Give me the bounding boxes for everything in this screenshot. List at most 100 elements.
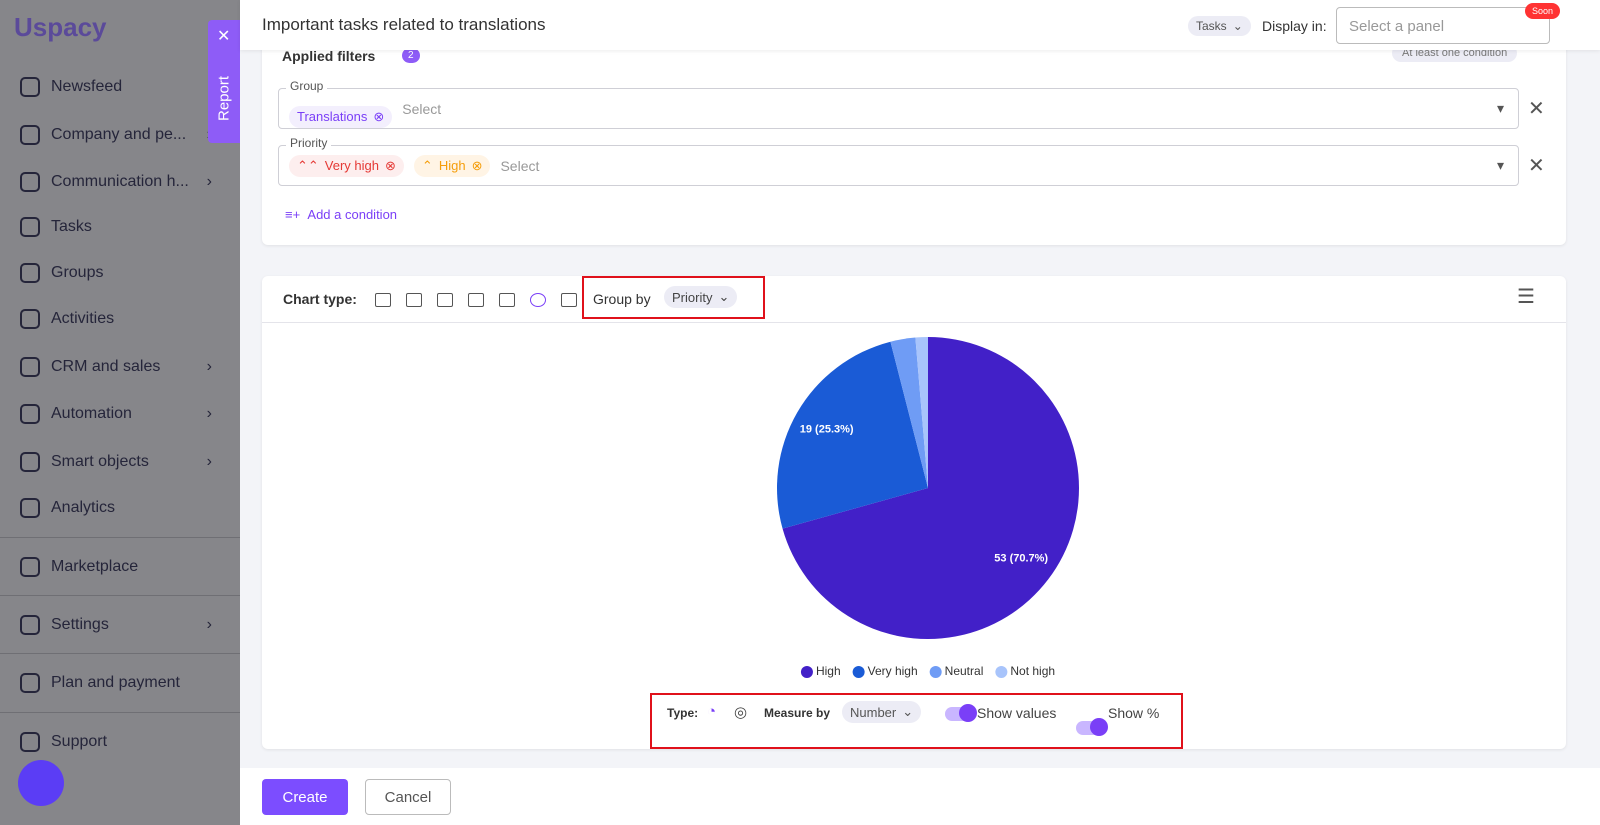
group-field[interactable]: Translations ⊗ Select ▾ [278, 88, 1519, 129]
header: Important tasks related to translations … [240, 0, 1600, 50]
pie-slice [915, 337, 928, 488]
nav-item[interactable]: Analytics [20, 493, 220, 523]
nav-item[interactable]: Plan and payment [20, 668, 220, 698]
nav-label[interactable]: Newsfeed [51, 78, 123, 95]
legend: High Very high Neutral Not high [800, 664, 1055, 678]
group-by-label: Group by [593, 291, 651, 307]
logo-text: spacy [32, 12, 107, 42]
chip[interactable]: ⌃ High ⊗ [413, 154, 491, 177]
pie-slice [890, 337, 928, 488]
chart-type-icon[interactable] [375, 293, 391, 307]
type-icon[interactable]: ◎ [734, 704, 748, 721]
add-condition[interactable]: ≡+ Add a condition [285, 207, 398, 222]
filters-count: 2 [402, 48, 420, 63]
divider [262, 322, 1566, 323]
highlight-box [650, 693, 1183, 749]
toggle-label: Show values [977, 705, 1057, 721]
close-icon[interactable]: ✕ [217, 28, 231, 45]
tasks-chip-label[interactable]: Tasks [1196, 19, 1227, 33]
field-label: Priority [286, 136, 332, 150]
nav-item[interactable]: Marketplace [20, 552, 220, 582]
priority-field[interactable]: ⌃⌃ Very high ⊗ ⌃ High ⊗ Select ▾ [278, 145, 1519, 186]
nav-item[interactable]: Tasks [20, 212, 220, 242]
nav-item[interactable]: Newsfeed [20, 72, 220, 102]
toggle[interactable] [945, 704, 977, 722]
measure-value[interactable]: Number [850, 704, 897, 720]
group-by-value[interactable]: Priority [672, 289, 713, 305]
legend-swatch [800, 666, 813, 678]
panel-select[interactable]: Select a panel [1336, 7, 1550, 44]
report-tab-label[interactable]: Report [215, 75, 233, 122]
nav-label[interactable]: Plan and payment [51, 674, 180, 691]
nav-label[interactable]: Smart objects [51, 453, 149, 470]
remove-condition[interactable]: ✕ [1528, 98, 1545, 120]
nav-label[interactable]: CRM and sales [51, 358, 161, 375]
chip-label: Translations [297, 109, 368, 124]
legend-label: Neutral [945, 664, 984, 678]
legend-label: High [816, 664, 841, 678]
chat-button[interactable] [18, 760, 64, 806]
legend-label: Very high [868, 664, 918, 678]
field-label: Group [286, 79, 328, 93]
chart-type-icon[interactable] [437, 293, 453, 307]
nav-item[interactable]: Support [20, 727, 220, 757]
report-tab[interactable]: ✕ Report [208, 20, 240, 143]
toggle[interactable] [1076, 718, 1108, 736]
nav-label[interactable]: Tasks [51, 218, 92, 235]
tasks-chip[interactable]: Tasks ⌄ [1188, 16, 1251, 36]
add-condition-label[interactable]: Add a condition [307, 207, 398, 222]
nav-label[interactable]: Marketplace [51, 558, 139, 575]
cancel-button[interactable]: Cancel [365, 779, 451, 815]
display-in-label: Display in: [1262, 18, 1327, 34]
chart-type-icon[interactable] [406, 293, 422, 307]
pie-slice [777, 341, 928, 529]
nav-item[interactable]: Automation › [20, 399, 220, 429]
legend-label: Not high [1010, 664, 1055, 678]
separator [0, 653, 240, 654]
remove-condition[interactable]: ✕ [1528, 155, 1545, 177]
menu-icon[interactable]: ☰ [1517, 286, 1535, 308]
type-icon[interactable]: ◔ [707, 703, 717, 720]
chart: 53 (70.7%) 19 (25.3%) High Very high Neutral… [777, 337, 1079, 678]
chart-type-icon[interactable] [499, 293, 515, 307]
filters-title: Applied filters [282, 48, 376, 64]
nav-label[interactable]: Analytics [51, 499, 116, 516]
nav-item[interactable]: Settings › [20, 610, 220, 640]
pie-slice [782, 337, 1079, 639]
nav-label[interactable]: Communication h... [51, 173, 189, 190]
nav-label[interactable]: Automation [51, 405, 132, 422]
nav-item[interactable]: CRM and sales › [20, 352, 220, 382]
nav-item[interactable]: Communication h... › [20, 167, 220, 197]
create-button[interactable]: Create [262, 779, 348, 815]
nav-item[interactable]: Smart objects › [20, 447, 220, 477]
chip-label: High [438, 158, 466, 173]
filters-card: Applied filters 2 At least one condition [262, 30, 1566, 245]
nav-item[interactable]: Activities [20, 304, 220, 334]
chip[interactable]: Translations ⊗ [289, 105, 393, 128]
chart-type-icon[interactable] [468, 293, 484, 307]
nav-label[interactable]: Support [51, 733, 108, 750]
measure-select[interactable]: Number ⌄ [842, 701, 922, 723]
chart-type-icon[interactable] [530, 293, 546, 307]
separator [0, 595, 240, 596]
group-by-select[interactable]: Priority ⌄ [664, 286, 738, 308]
chip-label: Very high [324, 158, 379, 173]
header-title: Important tasks related to translations [262, 15, 546, 34]
separator [0, 712, 240, 713]
value-label: 53 (70.7%) [994, 553, 1048, 565]
chip[interactable]: ⌃⌃ Very high ⊗ [289, 154, 404, 177]
nav-label[interactable]: Activities [51, 310, 115, 327]
legend-swatch [995, 666, 1008, 678]
nav-label[interactable]: Company and pe... [51, 126, 187, 143]
nav-item[interactable]: Groups [20, 258, 220, 288]
chart-type-icon[interactable] [561, 293, 577, 307]
placeholder: Select [500, 157, 540, 174]
chart-type-label: Chart type: [283, 291, 357, 307]
nav-label[interactable]: Settings [51, 616, 109, 633]
highlight-box [582, 276, 765, 319]
sidebar: Uspacy Newsfeed Company and pe...› Communi… [0, 0, 240, 825]
nav-label[interactable]: Groups [51, 264, 104, 281]
nav-item[interactable]: Company and pe...› [20, 120, 220, 150]
placeholder: Select [402, 100, 442, 117]
